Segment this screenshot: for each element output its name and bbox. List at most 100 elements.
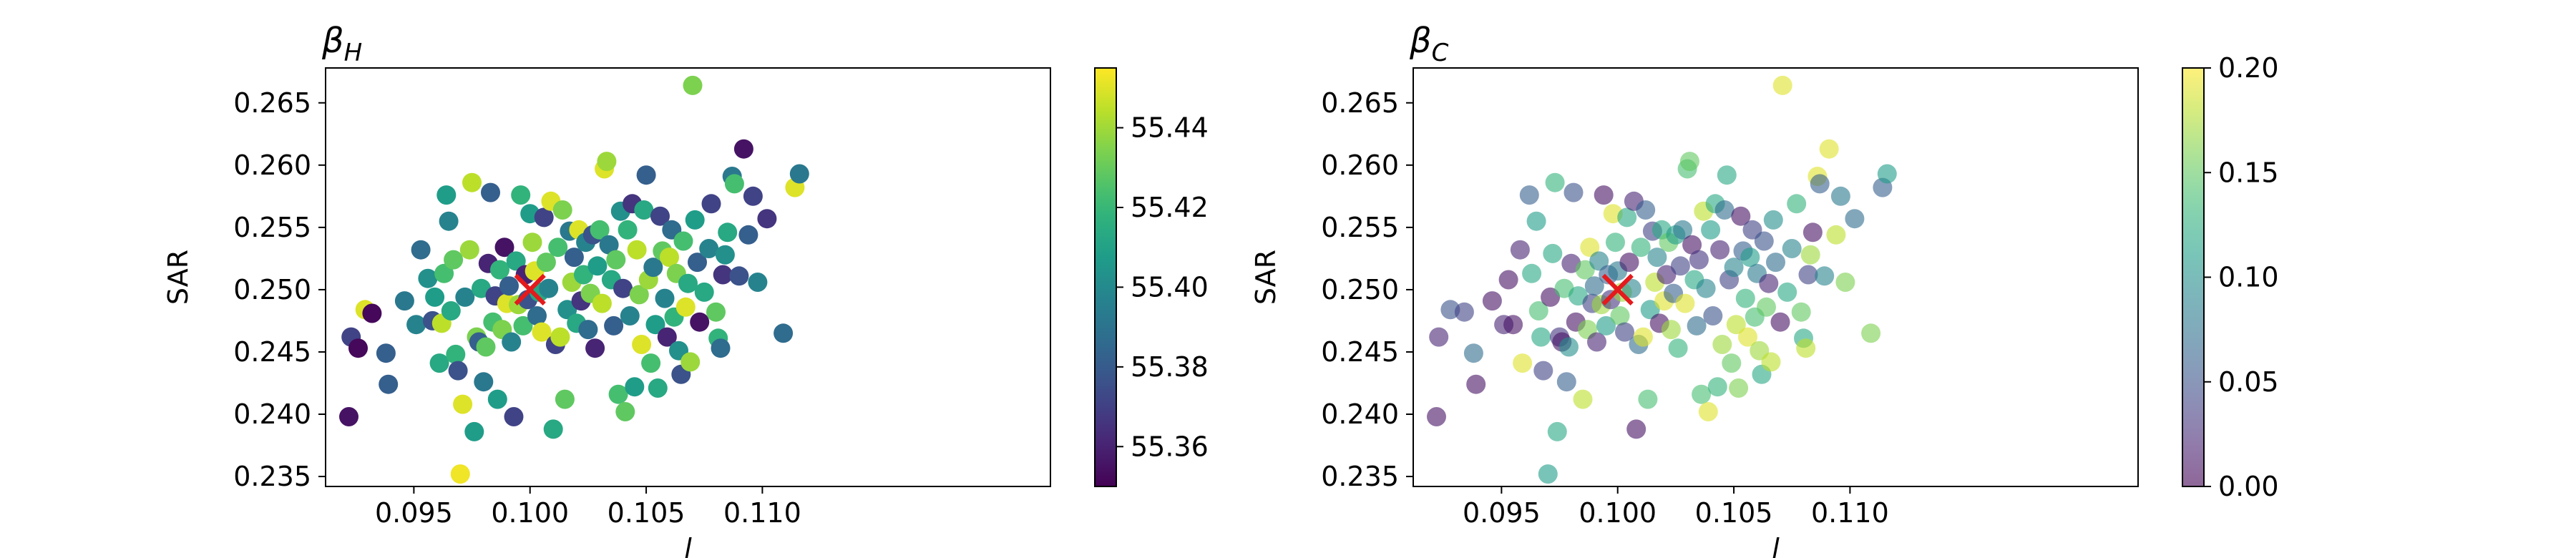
- y-axis-label: SAR: [1250, 250, 1282, 305]
- scatter-point: [1679, 152, 1699, 172]
- y-tick-label: 0.235: [1321, 461, 1399, 492]
- scatter-point: [706, 302, 726, 322]
- scatter-point: [1787, 194, 1807, 214]
- scatter-point: [1638, 389, 1658, 409]
- scatter-point: [555, 389, 575, 409]
- scatter-point: [1754, 231, 1774, 251]
- scatter-point: [1547, 421, 1567, 441]
- scatter-point: [379, 374, 399, 394]
- scatter-point: [1668, 338, 1688, 358]
- scatter-point: [1717, 165, 1737, 185]
- scatter-point: [1740, 248, 1760, 268]
- scatter-point: [604, 315, 624, 336]
- scatter-point: [694, 282, 714, 302]
- scatter-point: [645, 315, 665, 335]
- scatter-point: [573, 265, 593, 285]
- scatter-point: [1533, 361, 1553, 381]
- scatter-point: [1626, 419, 1646, 439]
- scatter-point: [789, 164, 809, 184]
- x-tick-label: 0.110: [1811, 497, 1889, 529]
- x-tick-label: 0.105: [608, 497, 686, 529]
- scatter-point: [464, 421, 484, 441]
- scatter-point: [1466, 374, 1486, 394]
- y-tick-label: 0.235: [233, 461, 311, 492]
- scatter-point: [448, 361, 468, 381]
- colorbar: [2182, 68, 2204, 486]
- scatter-point: [1657, 265, 1677, 285]
- scatter-point: [444, 250, 464, 270]
- scatter-point: [636, 165, 656, 185]
- scatter-point: [1835, 273, 1855, 292]
- scatter-point: [613, 278, 633, 298]
- y-tick-label: 0.250: [233, 274, 311, 305]
- scatter-point: [641, 353, 661, 373]
- panel-beta-h: 0.095 0.100 0.105 0.110 0.235 0.240 0.245 0.250…: [162, 21, 1209, 558]
- scatter-point: [481, 182, 500, 202]
- plot-frame: [325, 67, 1051, 487]
- scatter-point: [1498, 270, 1518, 290]
- y-tick-label: 0.245: [233, 336, 311, 368]
- scatter-point: [506, 251, 526, 271]
- scatter-point: [1589, 251, 1609, 271]
- x-tick-label: 0.100: [491, 497, 569, 529]
- scatter-point: [1541, 287, 1561, 307]
- scatter-point: [715, 245, 735, 265]
- scatter-point: [436, 185, 457, 205]
- scatter-point: [1522, 263, 1542, 283]
- y-tick-label: 0.255: [233, 212, 311, 243]
- scatter-point: [1738, 327, 1757, 347]
- scatter-point: [418, 268, 438, 288]
- scatter-point: [1573, 389, 1593, 409]
- marker-stroke: [1601, 273, 1634, 306]
- scatter-point: [1726, 315, 1746, 335]
- scatter-point: [394, 291, 414, 311]
- scatter-point: [1640, 300, 1660, 320]
- scatter-point: [1633, 327, 1653, 347]
- scatter-point: [502, 332, 522, 352]
- scatter-point: [625, 377, 645, 397]
- scatter-point: [597, 152, 617, 172]
- scatter-point: [673, 231, 693, 251]
- scatter-point: [499, 276, 519, 296]
- scatter-point: [406, 315, 426, 335]
- scatter-point: [1510, 240, 1530, 260]
- scatter-point: [634, 200, 654, 220]
- scatter-point: [1802, 222, 1823, 243]
- y-axis-label: SAR: [162, 250, 194, 305]
- scatter-point: [1712, 335, 1732, 354]
- scatter-point: [1707, 377, 1727, 397]
- scatter-point: [699, 239, 719, 258]
- colorbar-tick-label: 55.42: [1131, 192, 1209, 223]
- scatter-point: [425, 287, 445, 307]
- scatter-point: [1830, 186, 1850, 206]
- scatter-point: [733, 139, 753, 159]
- panel-title: βH: [321, 21, 362, 67]
- scatter-point: [615, 402, 635, 421]
- scatter-point: [1526, 211, 1546, 231]
- scatter-point: [1861, 323, 1881, 343]
- reference-marker: [514, 273, 546, 306]
- scatter-point: [1826, 225, 1846, 245]
- scatter-point: [504, 407, 524, 426]
- x-tick-label: 0.110: [723, 497, 801, 529]
- scatter-point: [1519, 185, 1539, 205]
- scatter-point: [557, 300, 577, 320]
- scatter-point: [539, 278, 559, 298]
- x-tick-label: 0.095: [1463, 497, 1541, 529]
- scatter-point: [1575, 260, 1595, 280]
- x-axis-label: l: [684, 533, 692, 558]
- scatter-point: [1770, 312, 1790, 332]
- scatter-point: [1766, 253, 1785, 273]
- scatter-point: [1563, 182, 1584, 202]
- scatter-point: [1482, 291, 1502, 311]
- colorbar-tick-label: 0.05: [2218, 366, 2279, 398]
- scatter-point: [1619, 253, 1639, 273]
- scatter-point: [685, 210, 705, 230]
- scatter-point: [650, 206, 670, 226]
- y-tick-label: 0.265: [1321, 87, 1399, 119]
- scatter-point: [522, 232, 542, 253]
- scatter-point: [757, 209, 777, 229]
- scatter-point: [1763, 210, 1783, 230]
- scatter-point: [724, 174, 744, 194]
- scatter-point: [1513, 353, 1533, 373]
